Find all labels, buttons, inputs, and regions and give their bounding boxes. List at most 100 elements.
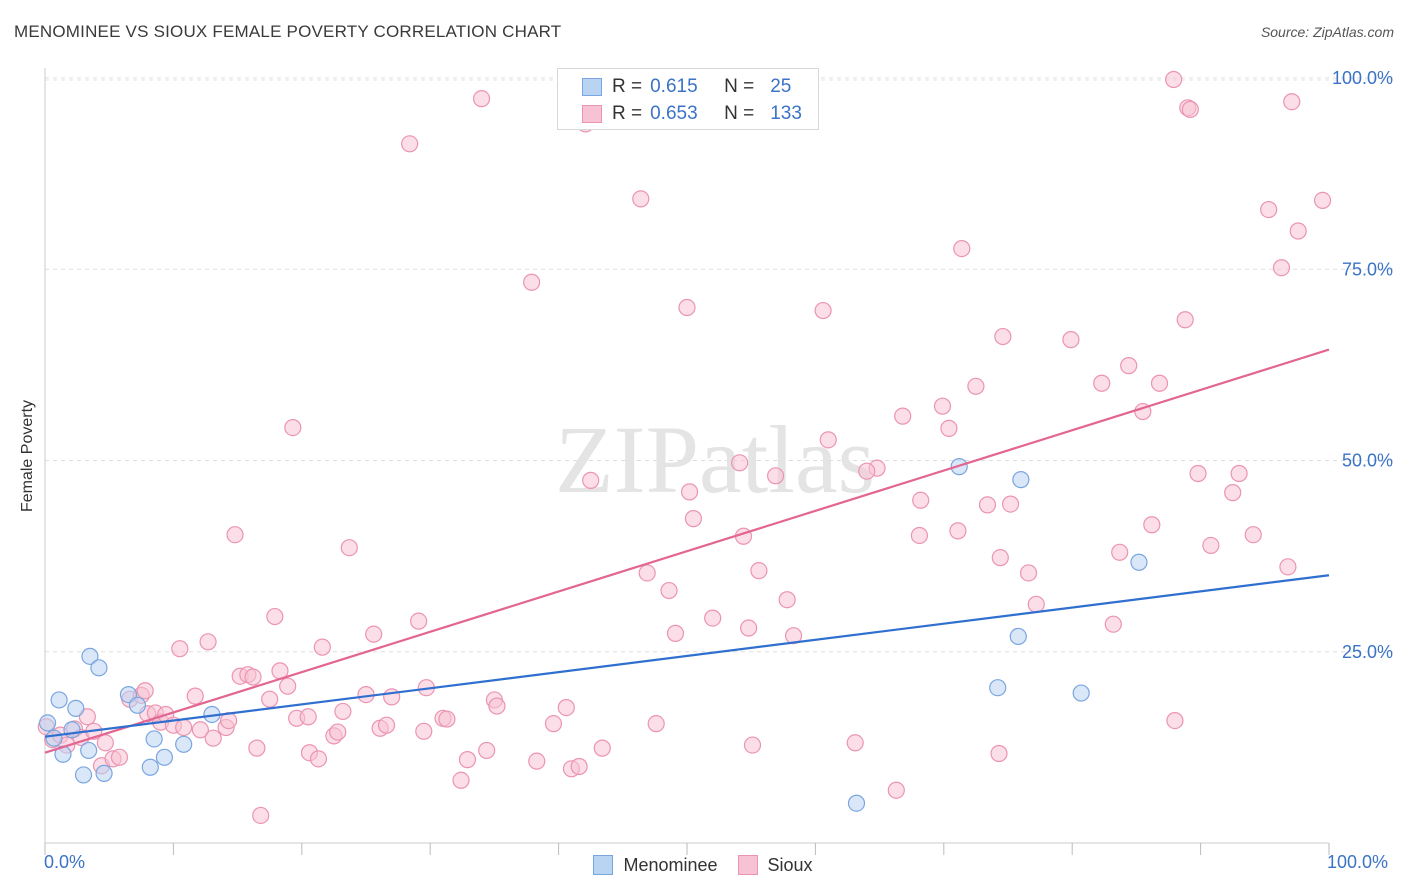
y-tick-label-75: 75.0% — [1342, 259, 1393, 279]
sioux-point — [1111, 543, 1129, 561]
sioux-point — [136, 682, 154, 700]
menominee-n-value: 25 — [770, 76, 792, 97]
menominee-point — [80, 741, 98, 760]
sioux-point — [1019, 564, 1038, 582]
menominee-point — [81, 647, 99, 665]
trend-layer — [44, 348, 1330, 754]
sioux-point — [766, 467, 785, 485]
legend-item-sioux: Sioux — [737, 854, 813, 876]
sioux-point — [199, 633, 217, 651]
menominee-point — [45, 729, 63, 747]
sioux-point — [401, 135, 419, 153]
source-credit: Source: ZipAtlas.com — [1260, 24, 1394, 40]
sioux-point — [472, 90, 491, 108]
menominee-point — [847, 794, 866, 812]
menominee-point — [1009, 627, 1027, 646]
sioux-point — [991, 549, 1009, 567]
sioux-point — [1176, 311, 1194, 329]
sioux-point — [778, 591, 796, 609]
sioux-point — [814, 301, 832, 320]
sioux-point — [478, 741, 496, 760]
sioux-point — [1202, 536, 1220, 555]
sioux-point — [638, 564, 656, 582]
sioux-point — [660, 581, 678, 600]
sioux-point — [248, 739, 266, 757]
sioux-point — [887, 781, 905, 799]
sioux-point — [846, 734, 864, 752]
menominee-point — [67, 699, 85, 717]
sioux-point — [252, 806, 270, 825]
sioux-point — [978, 496, 997, 514]
watermark: ZIPatlas — [555, 406, 875, 513]
sioux-point — [1062, 331, 1080, 349]
sioux-point — [1272, 259, 1291, 277]
menominee-point — [74, 766, 93, 784]
grid-layer — [45, 77, 1395, 653]
sioux-point — [967, 377, 985, 395]
sioux-point — [858, 462, 876, 480]
menominee-trend-line — [44, 574, 1330, 738]
sioux-point — [1279, 558, 1297, 576]
sioux-point — [279, 677, 297, 695]
sioux-swatch — [582, 105, 602, 123]
sioux-point — [684, 510, 703, 528]
sioux-point — [78, 708, 96, 726]
sioux-point — [410, 612, 428, 630]
menominee-legend-swatch — [593, 855, 614, 875]
sioux-point — [365, 625, 383, 643]
menominee-point — [90, 659, 108, 677]
r-label: R = — [612, 103, 643, 124]
sioux-point — [1289, 222, 1307, 240]
sioux-point — [186, 687, 204, 705]
sioux-point — [953, 239, 971, 258]
sioux-point — [1120, 357, 1138, 375]
y-tick-label-50: 50.0% — [1342, 451, 1393, 471]
sioux-point — [261, 690, 279, 708]
sioux-point — [557, 698, 575, 717]
sioux-point — [329, 723, 347, 741]
sioux-point — [632, 190, 650, 208]
sioux-r-value: 0.653 — [650, 103, 698, 124]
sioux-point — [731, 454, 749, 472]
menominee-r-value: 0.615 — [650, 76, 698, 97]
sioux-legend-swatch — [737, 855, 758, 875]
sioux-point — [334, 702, 352, 721]
sioux-point — [1189, 464, 1207, 483]
sioux-point — [894, 407, 912, 425]
y-tick-label-100: 100.0% — [1332, 68, 1393, 88]
menominee-point — [1012, 471, 1030, 489]
sioux-point — [1224, 484, 1242, 502]
y-tick-labels: 25.0% 50.0% 75.0% 100.0% — [1332, 68, 1393, 662]
sioux-point — [933, 397, 952, 415]
sioux-point — [678, 298, 696, 317]
legend-row-sioux: R = 0.653 N = 133 — [582, 102, 802, 126]
sioux-point — [1230, 464, 1248, 483]
sioux-point — [593, 739, 611, 757]
sioux-point — [1260, 200, 1278, 219]
sioux-point — [191, 721, 209, 739]
sioux-point — [299, 708, 317, 726]
sioux-point — [452, 771, 470, 789]
sioux-point — [1150, 374, 1169, 392]
sioux-point — [570, 757, 588, 776]
series-legend: Menominee Sioux — [0, 852, 1406, 878]
axis-layer — [44, 68, 1330, 855]
sioux-point — [1166, 711, 1184, 730]
sioux-point — [415, 722, 433, 740]
menominee-swatch — [582, 78, 602, 96]
chart-title: MENOMINEE VS SIOUX FEMALE POVERTY CORREL… — [14, 22, 562, 41]
sioux-legend-label: Sioux — [767, 854, 813, 875]
sioux-point — [544, 715, 563, 733]
sioux-point — [458, 751, 477, 769]
sioux-point — [244, 668, 262, 686]
x-tick-label-min: 0.0% — [44, 852, 86, 872]
sioux-point — [313, 638, 331, 656]
sioux-point — [582, 471, 600, 489]
sioux-point — [377, 716, 396, 734]
menominee-point — [38, 714, 57, 732]
menominee-point — [95, 764, 113, 782]
x-tick-label-max: 100.0% — [1327, 852, 1389, 872]
sioux-point — [1027, 595, 1045, 613]
sioux-point — [994, 327, 1012, 346]
